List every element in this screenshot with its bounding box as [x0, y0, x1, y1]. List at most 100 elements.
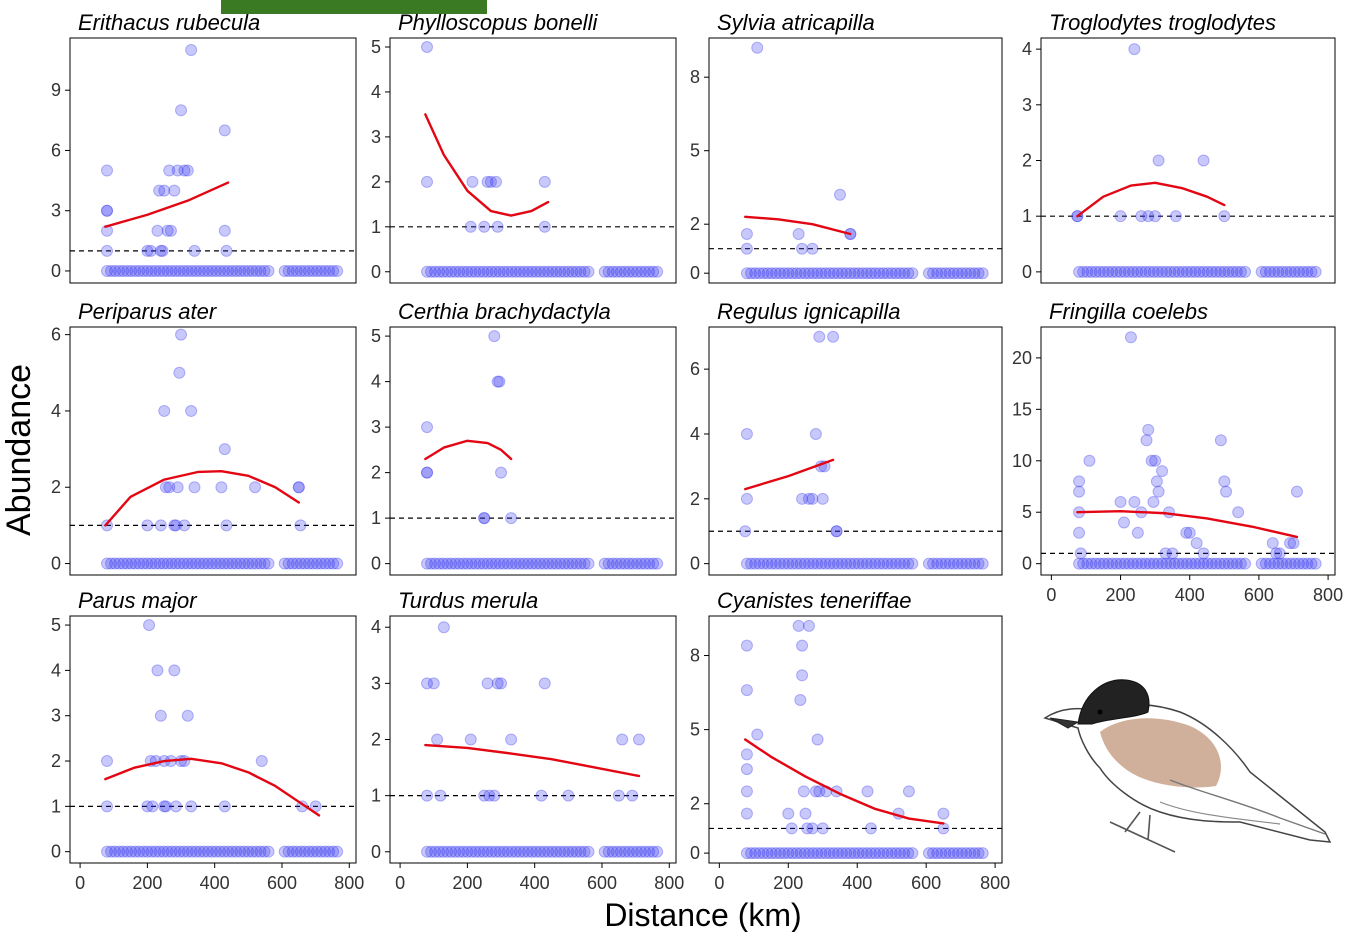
data-point-zero [149, 557, 162, 570]
data-point-zero [489, 265, 502, 278]
data-point-zero [1305, 557, 1318, 570]
data-point-zero [489, 557, 502, 570]
data-point-zero [622, 265, 635, 278]
data-point-zero [441, 557, 454, 570]
data-point-zero [807, 267, 820, 280]
data-point-zero [618, 265, 631, 278]
data-point-zero [145, 264, 158, 277]
data-point-zero [1276, 557, 1289, 570]
data-point-zero [852, 267, 865, 280]
data-point [158, 184, 171, 197]
panel-frame [708, 37, 1003, 284]
data-point [101, 244, 114, 257]
data-point [437, 621, 450, 634]
data-point [175, 328, 188, 341]
data-point [163, 481, 176, 494]
y-tick-label: 5 [371, 37, 381, 57]
panel-title: Fringilla coelebs [1049, 299, 1208, 324]
data-point-zero [1127, 265, 1140, 278]
data-point [562, 789, 575, 802]
panel-9: Parus major 0 1 2 3 4 5 0 200 400 600 800 [51, 588, 364, 893]
data-point [740, 807, 753, 820]
data-point-zero [827, 267, 840, 280]
y-axis-label: Abundance [0, 364, 38, 536]
data-point-zero [643, 845, 656, 858]
data-point [154, 709, 167, 722]
data-point-zero [602, 557, 615, 570]
data-point-zero [1176, 557, 1189, 570]
data-point-zero [802, 847, 815, 860]
data-point-zero [323, 557, 336, 570]
data-point-zero [210, 264, 223, 277]
data-point-zero [258, 845, 271, 858]
data-point [1142, 210, 1155, 223]
data-point-zero [893, 847, 906, 860]
data-point-zero [790, 557, 803, 570]
data-point-zero [794, 847, 807, 860]
data-point-zero [226, 845, 239, 858]
data-point-zero [1255, 265, 1268, 278]
data-point-zero [626, 265, 639, 278]
data-point [535, 789, 548, 802]
data-point-zero [610, 845, 623, 858]
data-point-zero [509, 557, 522, 570]
data-point-zero [441, 845, 454, 858]
data-point [1114, 210, 1127, 223]
y-tick-label: 0 [371, 554, 381, 574]
data-point-zero [1309, 265, 1322, 278]
data-point-zero [1176, 265, 1189, 278]
data-point-zero [1114, 557, 1127, 570]
y-tick-label: 2 [690, 794, 700, 814]
data-point-zero [765, 557, 778, 570]
data-point-zero [869, 557, 882, 570]
data-point [292, 481, 305, 494]
data-point-zero [327, 264, 340, 277]
data-point-zero [856, 267, 869, 280]
data-point [294, 519, 307, 532]
y-tick-label: 6 [51, 325, 61, 345]
data-point-zero [534, 557, 547, 570]
data-point-zero [869, 267, 882, 280]
data-point-zero [461, 557, 474, 570]
data-point-zero [566, 845, 579, 858]
data-point [161, 224, 174, 237]
panel-frame [1040, 37, 1336, 284]
data-point-zero [761, 267, 774, 280]
data-point [175, 104, 188, 117]
data-point-zero [230, 845, 243, 858]
data-point-zero [302, 264, 315, 277]
data-point-zero [956, 847, 969, 860]
x-tick-label: 800 [1313, 585, 1343, 605]
data-point [1128, 43, 1141, 56]
y-tick-label: 1 [1022, 206, 1032, 226]
data-point-zero [242, 845, 255, 858]
data-point-zero [598, 265, 611, 278]
data-point-zero [1122, 265, 1135, 278]
data-point-zero [582, 557, 595, 570]
data-point-zero [331, 845, 344, 858]
data-point-zero [956, 267, 969, 280]
data-point-zero [323, 264, 336, 277]
data-point [1218, 210, 1231, 223]
data-point-zero [873, 267, 886, 280]
fit-curve [1076, 181, 1226, 218]
data-point-zero [1093, 265, 1106, 278]
data-point-zero [210, 845, 223, 858]
data-point-zero [469, 557, 482, 570]
data-point-zero [173, 845, 186, 858]
data-point [249, 481, 262, 494]
data-point-zero [1226, 265, 1239, 278]
data-point-zero [968, 847, 981, 860]
data-point-zero [105, 557, 118, 570]
data-point-zero [141, 557, 154, 570]
data-point-zero [457, 265, 470, 278]
data-point-zero [294, 557, 307, 570]
y-tick-label: 2 [1022, 151, 1032, 171]
data-point-zero [125, 845, 138, 858]
data-point [740, 748, 753, 761]
data-point-zero [177, 845, 190, 858]
data-point-zero [302, 557, 315, 570]
data-point [181, 709, 194, 722]
data-point-zero [1143, 557, 1156, 570]
data-point-zero [740, 847, 753, 860]
